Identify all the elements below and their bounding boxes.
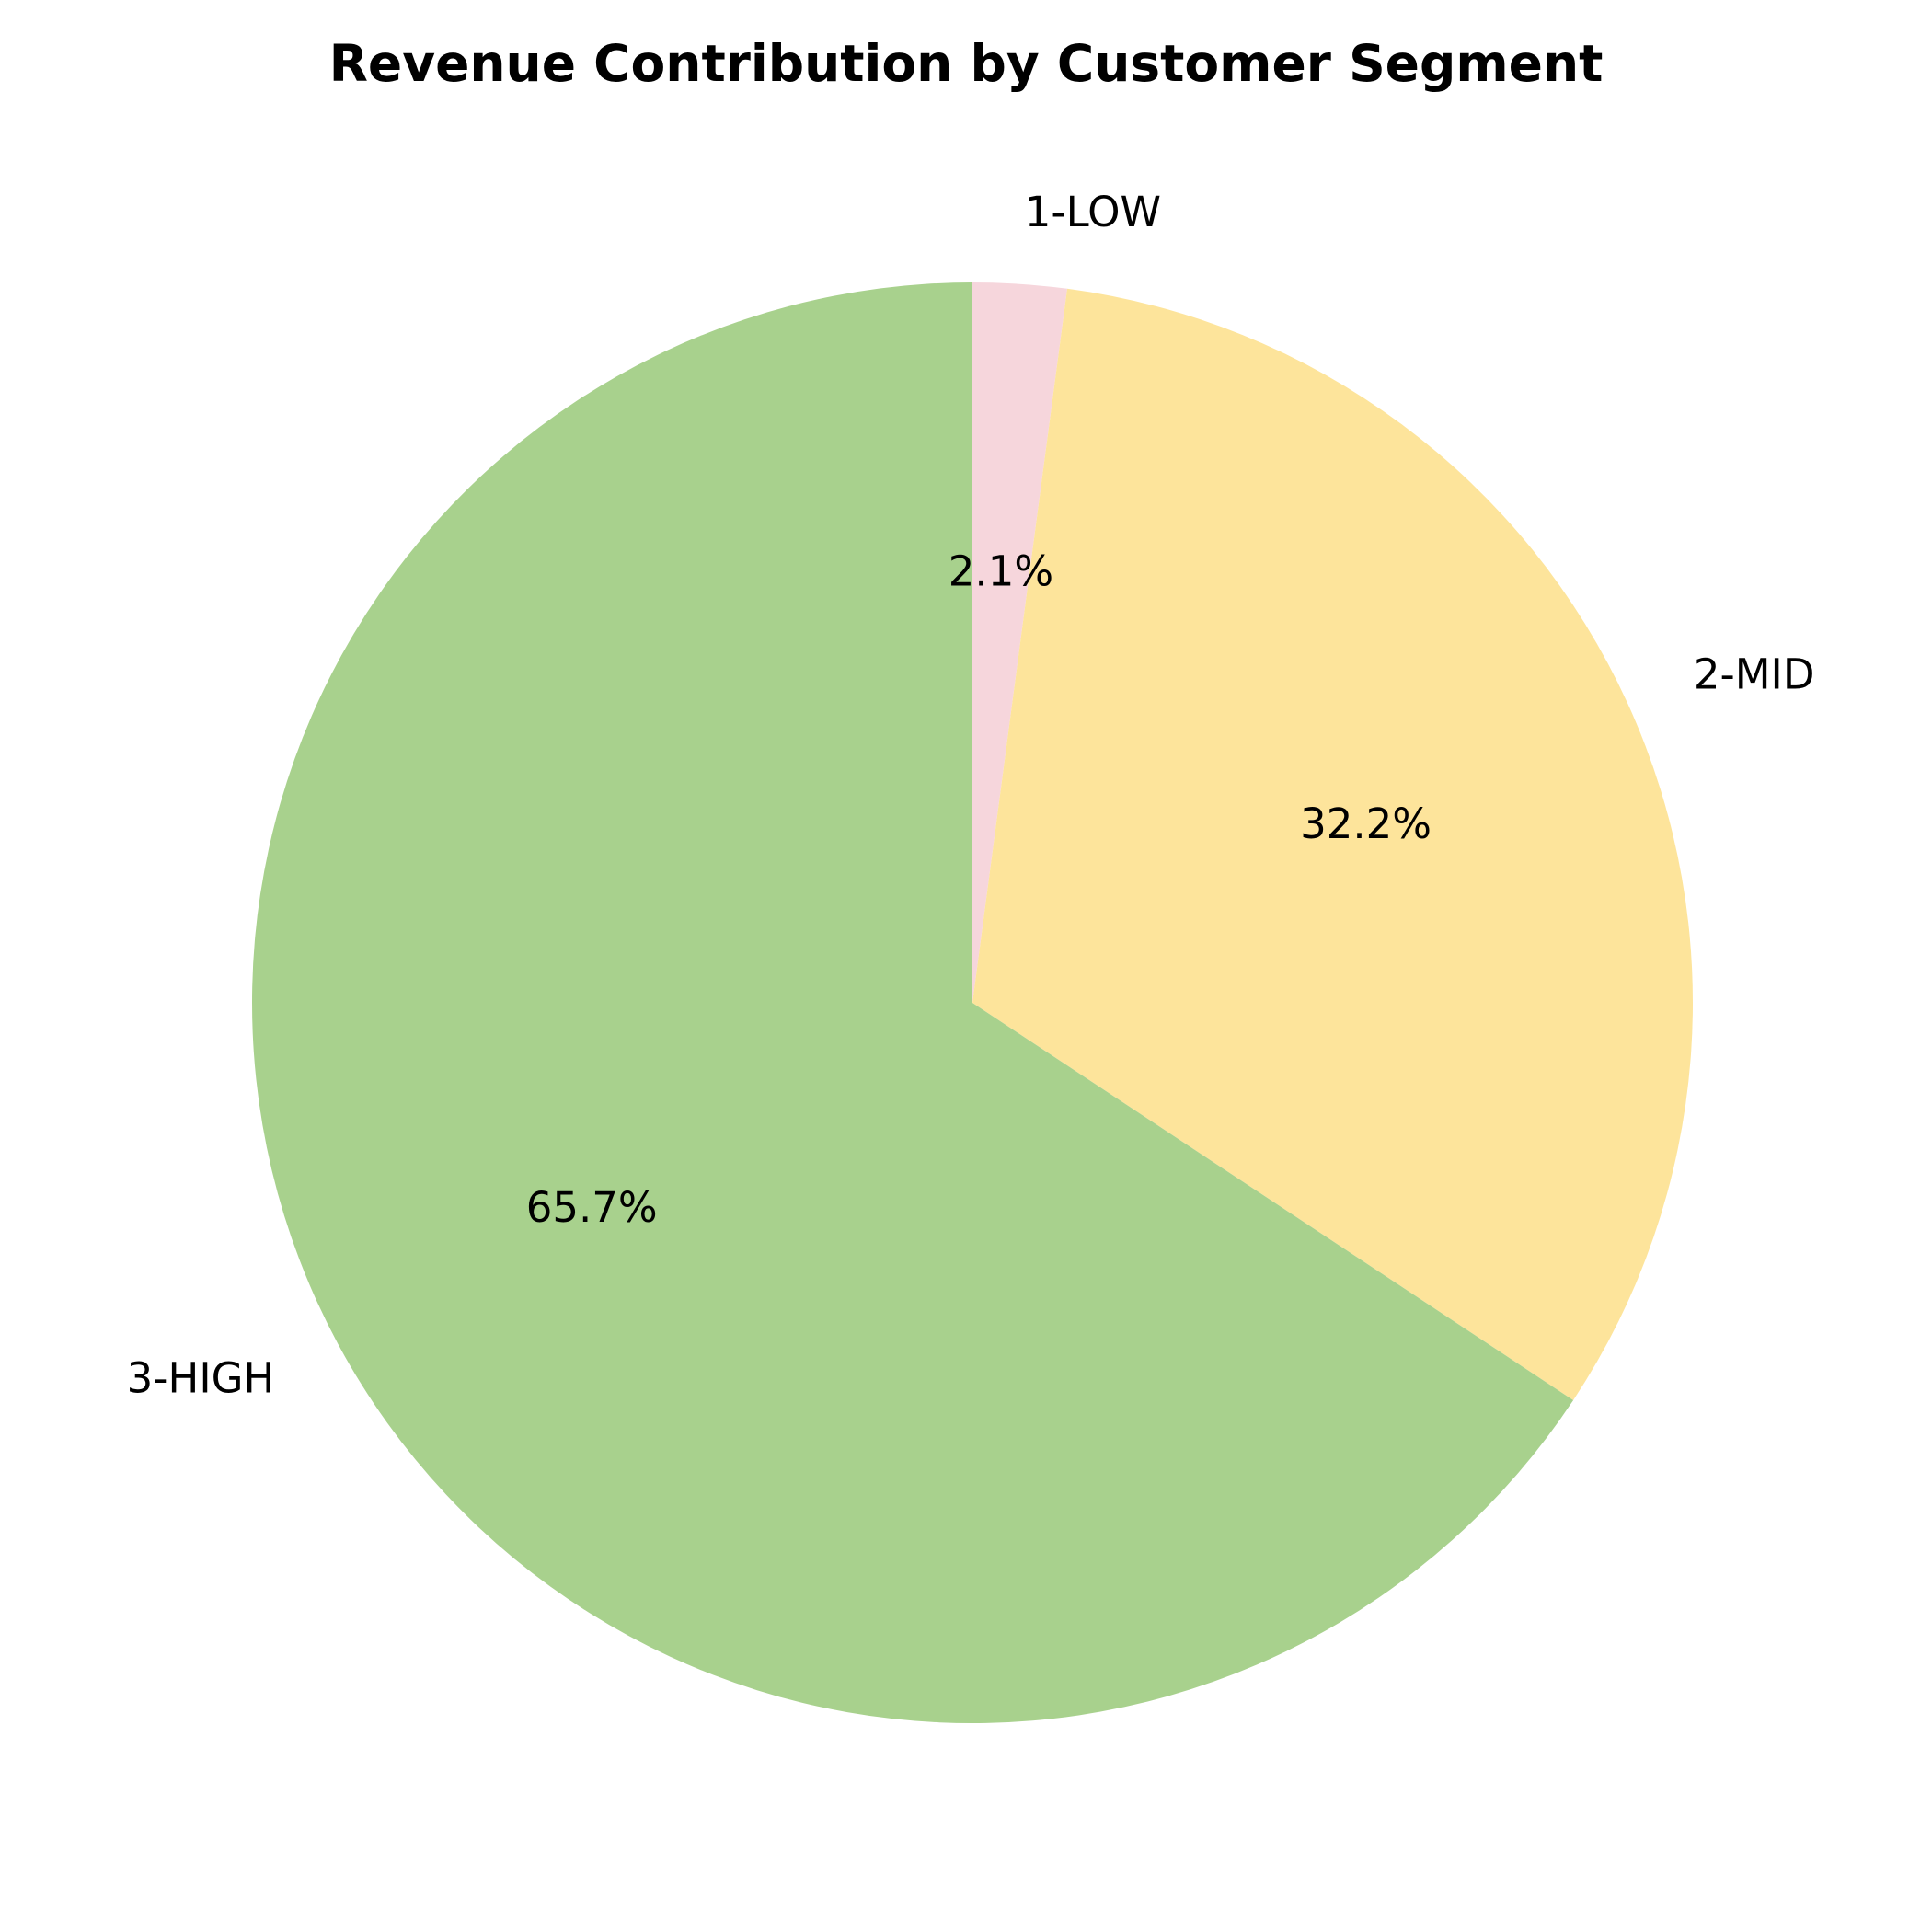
slice-label-2-mid: 2-MID [1694, 650, 1815, 699]
slice-label-1-low: 1-LOW [1025, 188, 1161, 236]
pct-label-2-mid: 32.2% [1300, 799, 1432, 848]
slice-label-3-high: 3-HIGH [127, 1353, 275, 1402]
pct-label-3-high: 65.7% [526, 1183, 658, 1232]
pie-slice-1-low [972, 282, 1068, 1003]
pct-label-1-low: 2.1% [949, 547, 1053, 596]
chart-title: Revenue Contribution by Customer Segment [329, 34, 1604, 93]
pie-labels: 1-LOW 2.1% 2-MID 32.2% 3-HIGH 65.7% [127, 188, 1815, 1402]
pie-slice-2-mid [972, 288, 1693, 1400]
pie-slices [252, 282, 1693, 1723]
pie-slice-3-high [252, 282, 1574, 1723]
